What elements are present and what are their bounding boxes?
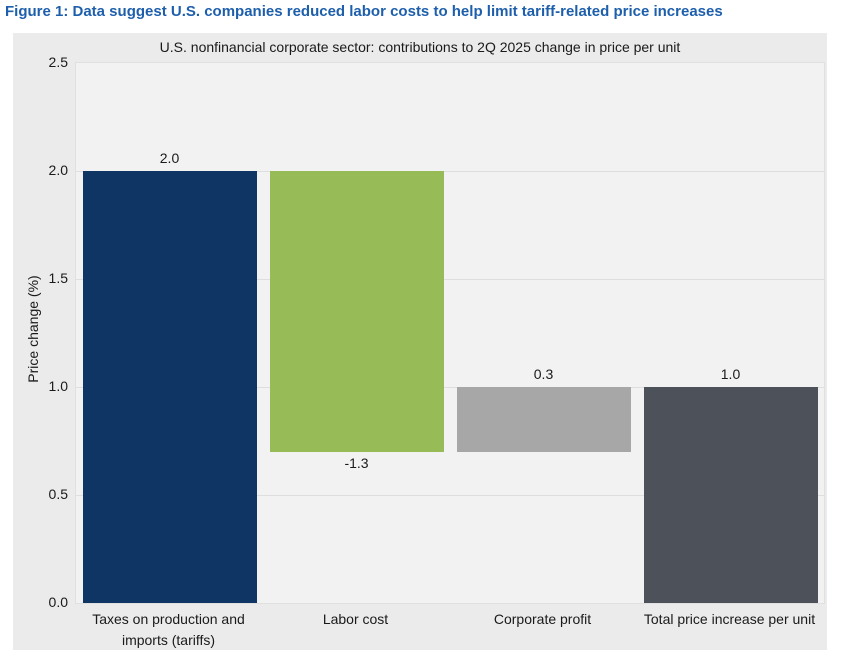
chart-title: U.S. nonfinancial corporate sector: cont… (159, 39, 681, 55)
gridline (76, 494, 824, 496)
y-tick-label: 1.0 (48, 378, 68, 394)
bar (269, 171, 444, 452)
gridline (76, 278, 824, 280)
x-category-label: Corporate profit (493, 611, 592, 627)
y-tick-label: 2.5 (48, 54, 68, 70)
bar (82, 171, 257, 603)
gridline (76, 170, 824, 172)
plot-area: 2.0 -1.3 0.3 1.0 (75, 62, 825, 604)
bar-value-label: 2.0 (159, 150, 180, 166)
x-category-label: Taxes on production and imports (tariffs… (92, 611, 245, 648)
figure-title: Figure 1: Data suggest U.S. companies re… (5, 3, 723, 20)
x-axis: Taxes on production and imports (tariffs… (75, 609, 825, 653)
bar (643, 387, 818, 603)
chart-panel: U.S. nonfinancial corporate sector: cont… (13, 33, 827, 650)
y-axis: 0.0 0.5 1.0 1.5 2.0 2.5 (13, 54, 68, 610)
gridline (76, 386, 824, 388)
y-tick-label: 2.0 (48, 162, 68, 178)
y-tick-label: 1.5 (48, 270, 68, 286)
bar-value-label: -1.3 (344, 454, 369, 471)
x-category-label: Total price increase per unit (643, 611, 816, 627)
bar (456, 387, 631, 452)
bar-value-label: 0.3 (533, 366, 554, 382)
x-category-label: Labor cost (322, 611, 389, 627)
bar-value-label: 1.0 (720, 366, 741, 382)
y-tick-label: 0.5 (48, 486, 68, 502)
y-tick-label: 0.0 (48, 594, 68, 610)
